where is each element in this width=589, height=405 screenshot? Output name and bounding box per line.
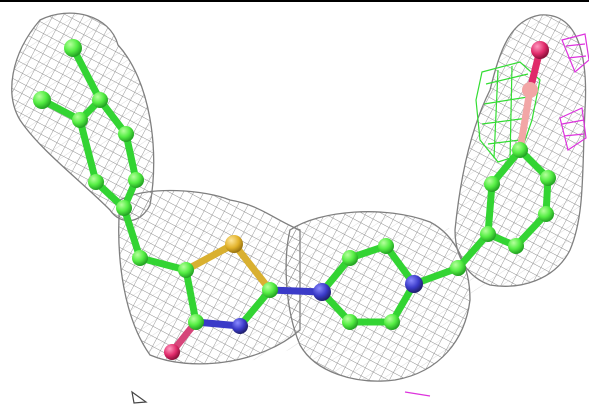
atom-carbon	[512, 142, 528, 158]
atom-carbon	[378, 238, 394, 254]
difference-map-negative-3	[404, 391, 431, 397]
atom-carbon	[188, 314, 204, 330]
atom-carbon	[262, 282, 278, 298]
atom-sulfur	[225, 235, 243, 253]
axis-marker-icon	[131, 390, 148, 404]
atom-carbon	[72, 112, 88, 128]
atom-carbon	[33, 91, 51, 109]
electron-density-mesh	[11, 12, 587, 382]
difference-map-negative-2	[559, 107, 587, 151]
atom-carbon	[508, 238, 524, 254]
mesh-overlay	[11, 13, 586, 382]
difference-map-negative-1	[561, 33, 589, 73]
atom-carbon	[480, 226, 496, 242]
atom-carbon	[342, 314, 358, 330]
atom-carbon	[128, 172, 144, 188]
atom-oxygen	[531, 41, 549, 59]
atom-hydroxyl-carbon	[522, 82, 538, 98]
atom-nitrogen	[405, 275, 423, 293]
atom-nitrogen	[232, 318, 248, 334]
atom-carbon	[132, 250, 148, 266]
atom-nitrogen	[313, 283, 331, 301]
atom-carbon	[178, 262, 194, 278]
atom-carbon	[342, 250, 358, 266]
atom-carbon	[64, 39, 82, 57]
atom-carbon	[118, 126, 134, 142]
atom-carbon	[484, 176, 500, 192]
atom-oxygen	[164, 344, 180, 360]
atom-carbon	[92, 92, 108, 108]
atom-carbon	[116, 200, 132, 216]
atom-carbon	[538, 206, 554, 222]
atom-carbon	[384, 314, 400, 330]
atom-carbon	[450, 260, 466, 276]
atoms	[33, 39, 556, 360]
top-border-line	[0, 0, 589, 2]
atom-carbon	[540, 170, 556, 186]
atom-carbon	[88, 174, 104, 190]
